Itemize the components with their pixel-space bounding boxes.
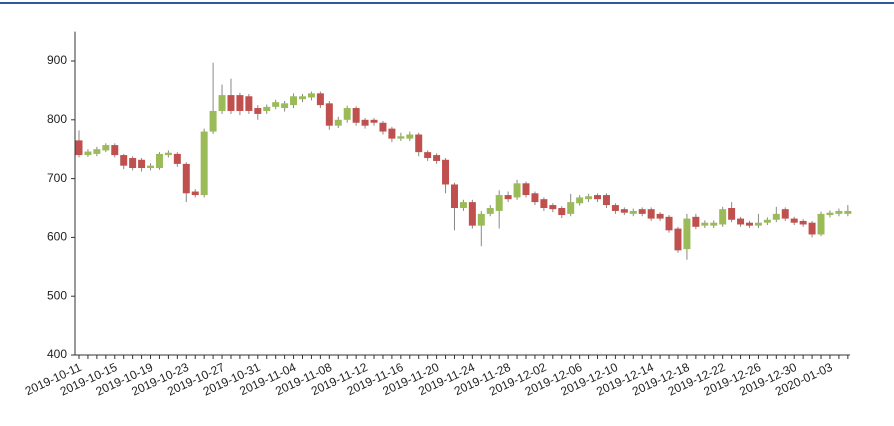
candle-body (665, 216, 673, 231)
candle-body (227, 95, 235, 111)
candle-body (388, 128, 396, 139)
candle-body (352, 108, 360, 123)
candle-body (638, 209, 646, 214)
candle-body (602, 195, 610, 206)
candle-body (111, 145, 119, 156)
candle-body (495, 195, 503, 211)
candle-body (218, 95, 226, 111)
candle-body (835, 210, 843, 214)
candle-body (325, 103, 333, 126)
candle-body (155, 153, 163, 169)
y-tick-label: 400 (47, 347, 67, 361)
candle-body (817, 213, 825, 235)
candle-body (558, 208, 566, 216)
candle-body (343, 108, 351, 120)
candle-body (316, 93, 324, 106)
candle-body (254, 108, 262, 114)
candle-body (647, 209, 655, 219)
candle-body (102, 145, 110, 151)
candle-body (450, 184, 458, 208)
candle-body (629, 210, 637, 214)
candle-body (790, 218, 798, 223)
candle-body (781, 209, 789, 219)
candle-body (147, 165, 155, 169)
candle-body (299, 96, 306, 100)
candle-body (522, 183, 530, 196)
candle-body (799, 220, 807, 225)
candle-body (737, 218, 745, 225)
candle-body (513, 183, 521, 198)
candle-body (433, 155, 441, 161)
candle-body (656, 213, 664, 219)
candle-body (173, 153, 181, 164)
candle-body (585, 196, 593, 200)
candle-body (486, 208, 494, 214)
candle-body (531, 193, 539, 203)
candle-body (370, 119, 378, 123)
candle-body (272, 102, 280, 107)
candle-body (540, 199, 548, 208)
candle-body (692, 216, 700, 227)
candle-body (826, 212, 834, 216)
candle-body (75, 140, 83, 156)
candle-body (701, 222, 709, 226)
candle-body (477, 213, 485, 226)
candle-body (710, 222, 718, 226)
candle-body (138, 159, 146, 169)
candle-body (459, 202, 467, 208)
candle-body (93, 149, 101, 154)
candle-body (504, 195, 512, 200)
candle-body (719, 209, 727, 225)
candle-body (763, 219, 771, 223)
candle-body (754, 222, 762, 226)
candle-body (236, 95, 244, 111)
candle-body (415, 134, 423, 153)
candle-body (683, 218, 691, 250)
candle-body (611, 205, 619, 211)
candle-body (397, 136, 405, 139)
candle-body (120, 155, 128, 166)
candle-body (129, 158, 137, 169)
candle-body (281, 103, 289, 109)
candle-body (424, 152, 432, 159)
candle-body (263, 106, 271, 111)
y-tick-label: 800 (47, 112, 67, 126)
candle-body (549, 205, 557, 210)
candle-body (245, 96, 253, 111)
y-tick-label: 900 (47, 53, 67, 67)
candle-body (164, 152, 172, 156)
candle-body (442, 159, 450, 185)
candle-body (772, 213, 780, 220)
candle-body (191, 191, 199, 196)
candle-body (334, 119, 342, 126)
candle-body (406, 134, 414, 139)
y-tick-label: 700 (47, 171, 67, 185)
candle-body (379, 122, 387, 132)
candle-body (620, 209, 628, 213)
candle-body (567, 202, 575, 214)
candle-body (182, 163, 190, 194)
candle-body (361, 119, 369, 126)
candle-body (290, 96, 298, 106)
candle-body (307, 93, 315, 98)
candle-body (844, 210, 852, 214)
candle-body (84, 151, 92, 156)
candle-body (674, 228, 682, 251)
candle-body (200, 131, 208, 196)
y-tick-label: 600 (47, 230, 67, 244)
candle-body (468, 202, 476, 226)
candle-body (209, 110, 217, 132)
candle-body (746, 222, 753, 226)
candle-body (808, 222, 816, 235)
candle-body (728, 208, 736, 220)
y-tick-label: 500 (47, 288, 67, 302)
candle-body (576, 197, 584, 204)
candle-body (594, 195, 602, 200)
